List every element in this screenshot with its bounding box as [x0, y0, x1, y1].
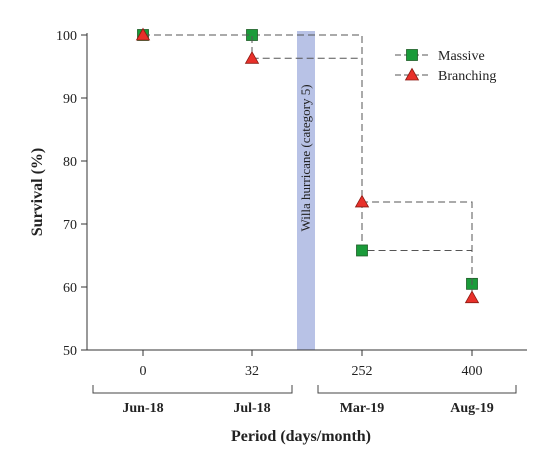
period-bracket-right [317, 385, 517, 394]
hurricane-label: Willa hurricane (category 5) [298, 84, 313, 231]
y-axis-title: Survival (%) [29, 148, 46, 236]
legend-label-massive: Massive [438, 49, 485, 64]
x-tick-label-32: 32 [245, 364, 259, 379]
point-branching-32 [244, 50, 260, 64]
y-tick-label-70: 70 [63, 218, 77, 233]
point-branching-400 [464, 290, 480, 304]
x-tick-label-400: 400 [462, 364, 483, 379]
y-tick-label-100: 100 [56, 29, 77, 44]
x-group-label-Jun-18: Jun-18 [122, 401, 163, 416]
x-group-label-Aug-19: Aug-19 [450, 401, 494, 416]
x-group-label-Mar-19: Mar-19 [340, 401, 385, 416]
x-axis-title: Period (days/month) [231, 428, 371, 445]
series-layer [135, 27, 480, 304]
point-massive-252 [356, 244, 368, 257]
hurricane-band [297, 31, 315, 350]
point-branching-0 [135, 27, 151, 41]
x-group-label-Jul-18: Jul-18 [233, 401, 270, 416]
axes-layer: 50 60 70 80 90 100 0 32 252 400 Jun-18 Jul-18 Mar-19… [56, 29, 527, 416]
x-tick-label-0: 0 [140, 364, 147, 379]
legend-item-massive: Massive [395, 49, 485, 64]
x-tick-label-252: 252 [352, 364, 373, 379]
period-bracket-left [92, 385, 293, 394]
y-tick-label-60: 60 [63, 281, 77, 296]
point-branching-252 [354, 194, 370, 208]
y-tick-label-50: 50 [63, 344, 77, 359]
series-line-branching [143, 34, 473, 298]
y-tick-label-90: 90 [63, 92, 77, 107]
legend-label-branching: Branching [438, 69, 496, 84]
y-tick-label-80: 80 [63, 155, 77, 170]
legend-item-branching: Branching [395, 67, 496, 84]
event-band-layer: Willa hurricane (category 5) [297, 31, 315, 350]
legend-marker-branching [404, 67, 420, 81]
series-branching [135, 27, 480, 304]
legend: Massive Branching [395, 49, 496, 84]
legend-marker-massive [406, 49, 418, 61]
